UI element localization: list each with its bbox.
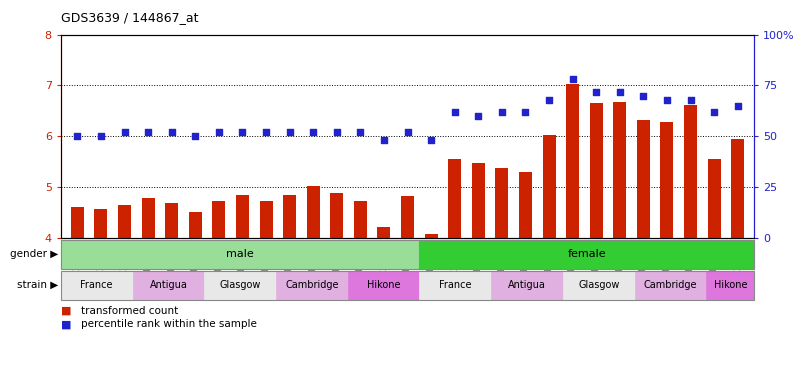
- Text: percentile rank within the sample: percentile rank within the sample: [81, 319, 257, 329]
- Bar: [543, 135, 556, 384]
- Bar: [401, 196, 414, 384]
- Bar: [377, 227, 390, 384]
- Point: [472, 113, 485, 119]
- Text: Antigua: Antigua: [508, 280, 546, 290]
- Bar: [613, 102, 626, 384]
- Text: gender ▶: gender ▶: [11, 249, 58, 260]
- Bar: [189, 212, 202, 384]
- Bar: [118, 205, 131, 384]
- Bar: [71, 207, 84, 384]
- Point: [189, 133, 202, 139]
- Bar: [519, 172, 532, 384]
- Text: female: female: [568, 249, 606, 260]
- Bar: [472, 163, 485, 384]
- Bar: [732, 139, 744, 384]
- Bar: [236, 195, 249, 384]
- Point: [684, 97, 697, 103]
- Point: [283, 129, 296, 135]
- Text: ■: ■: [61, 319, 71, 329]
- Point: [165, 129, 178, 135]
- Point: [732, 103, 744, 109]
- Text: male: male: [226, 249, 254, 260]
- Point: [590, 88, 603, 94]
- Bar: [142, 199, 155, 384]
- Bar: [330, 193, 343, 384]
- Bar: [260, 202, 272, 384]
- Point: [94, 133, 107, 139]
- Bar: [566, 84, 579, 384]
- Point: [425, 137, 438, 144]
- Text: strain ▶: strain ▶: [17, 280, 58, 290]
- Point: [401, 129, 414, 135]
- Text: Cambridge: Cambridge: [285, 280, 339, 290]
- Point: [236, 129, 249, 135]
- Text: Antigua: Antigua: [149, 280, 187, 290]
- Point: [566, 76, 579, 83]
- Text: Cambridge: Cambridge: [644, 280, 697, 290]
- Point: [637, 93, 650, 99]
- Point: [377, 137, 390, 144]
- Point: [212, 129, 225, 135]
- Bar: [590, 103, 603, 384]
- Bar: [637, 120, 650, 384]
- Point: [330, 129, 343, 135]
- Point: [519, 109, 532, 115]
- Point: [660, 97, 673, 103]
- Point: [354, 129, 367, 135]
- Point: [613, 88, 626, 94]
- Bar: [94, 209, 107, 384]
- Point: [496, 109, 508, 115]
- Text: Hikone: Hikone: [367, 280, 401, 290]
- Bar: [283, 195, 296, 384]
- Text: GDS3639 / 144867_at: GDS3639 / 144867_at: [61, 12, 199, 25]
- Text: Hikone: Hikone: [714, 280, 747, 290]
- Text: Glasgow: Glasgow: [578, 280, 620, 290]
- Bar: [708, 159, 721, 384]
- Point: [260, 129, 272, 135]
- Point: [71, 133, 84, 139]
- Point: [142, 129, 155, 135]
- Text: France: France: [80, 280, 113, 290]
- Point: [448, 109, 461, 115]
- Text: Glasgow: Glasgow: [220, 280, 261, 290]
- Bar: [212, 201, 225, 384]
- Bar: [684, 105, 697, 384]
- Point: [543, 97, 556, 103]
- Bar: [425, 234, 438, 384]
- Point: [708, 109, 721, 115]
- Point: [118, 129, 131, 135]
- Point: [307, 129, 320, 135]
- Bar: [448, 159, 461, 384]
- Bar: [165, 204, 178, 384]
- Bar: [354, 202, 367, 384]
- Text: France: France: [439, 280, 472, 290]
- Bar: [496, 168, 508, 384]
- Text: ■: ■: [61, 306, 71, 316]
- Text: transformed count: transformed count: [81, 306, 178, 316]
- Bar: [660, 122, 673, 384]
- Bar: [307, 186, 320, 384]
